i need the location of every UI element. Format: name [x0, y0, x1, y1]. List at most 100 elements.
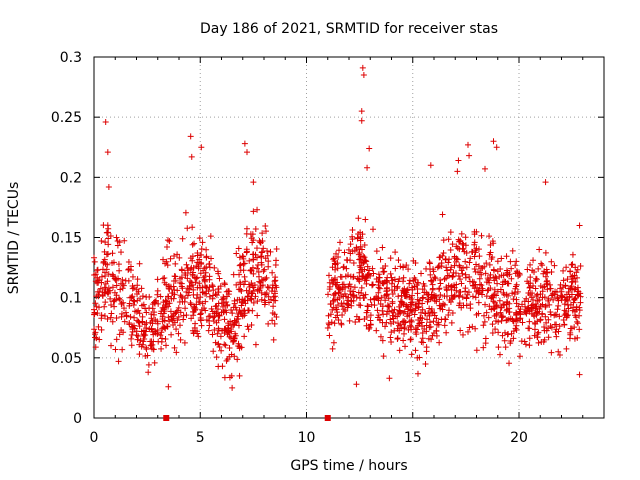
data-point: [358, 284, 365, 291]
data-point: [388, 338, 395, 345]
data-point: [574, 274, 581, 281]
data-point: [561, 321, 568, 328]
data-point: [170, 283, 177, 290]
data-point: [263, 274, 270, 281]
data-point: [476, 253, 483, 260]
data-point: [576, 222, 583, 229]
data-point: [329, 280, 336, 287]
data-point: [433, 332, 440, 339]
data-point: [443, 264, 450, 271]
data-point: [512, 262, 519, 269]
data-point: [380, 280, 387, 287]
data-point: [136, 260, 143, 267]
data-point: [396, 275, 403, 282]
data-point: [448, 283, 455, 290]
data-point: [111, 303, 118, 310]
data-point: [209, 308, 216, 315]
data-point: [383, 319, 390, 326]
data-point: [483, 309, 490, 316]
data-point: [364, 263, 371, 270]
y-axis-label: SRMTID / TECUs: [6, 182, 22, 295]
data-point: [119, 276, 126, 283]
data-point: [91, 254, 98, 261]
data-point: [501, 302, 508, 309]
data-point: [502, 278, 509, 285]
data-point: [209, 331, 216, 338]
data-point: [105, 285, 112, 292]
data-point: [189, 271, 196, 278]
data-point: [248, 322, 255, 329]
data-point: [574, 320, 581, 327]
data-point: [108, 310, 115, 317]
data-point: [425, 295, 432, 302]
data-point: [353, 244, 360, 251]
data-point: [101, 284, 108, 291]
data-point: [229, 384, 236, 391]
data-point: [182, 305, 189, 312]
data-point: [254, 298, 261, 305]
data-point: [495, 344, 502, 351]
data-point: [102, 118, 109, 125]
y-tick-label: 0.25: [51, 110, 82, 126]
data-point: [433, 328, 440, 335]
data-point: [269, 317, 276, 324]
data-point: [481, 318, 488, 325]
data-point: [178, 274, 185, 281]
data-point: [534, 308, 541, 315]
data-point: [369, 265, 376, 272]
data-point: [164, 237, 171, 244]
data-point: [548, 292, 555, 299]
data-point: [458, 230, 465, 237]
x-tick-label: 15: [404, 430, 422, 446]
data-point: [249, 264, 256, 271]
data-point: [553, 333, 560, 340]
data-point: [332, 266, 339, 273]
data-point: [260, 268, 267, 275]
data-point: [465, 141, 471, 148]
data-point: [562, 297, 569, 304]
data-point: [184, 292, 191, 299]
data-point: [203, 246, 210, 253]
data-point: [423, 328, 430, 335]
data-point: [517, 306, 524, 313]
data-point: [445, 282, 452, 289]
data-point: [552, 288, 559, 295]
data-point: [482, 270, 489, 277]
data-point: [264, 283, 271, 290]
data-point: [150, 331, 157, 338]
data-point: [105, 271, 112, 278]
data-point: [497, 304, 504, 311]
data-point: [151, 299, 158, 306]
data-point: [215, 289, 222, 296]
data-point: [250, 299, 257, 306]
data-point: [368, 301, 375, 308]
data-point: [212, 339, 219, 346]
data-point: [551, 262, 558, 269]
data-point: [113, 234, 120, 241]
data-point: [109, 284, 116, 291]
data-point: [261, 301, 268, 308]
data-point: [525, 304, 532, 311]
data-point: [199, 300, 206, 307]
data-point: [91, 258, 98, 265]
data-point: [423, 322, 430, 329]
data-point: [374, 295, 381, 302]
data-point: [179, 235, 186, 242]
data-point: [172, 273, 179, 280]
data-point: [170, 277, 177, 284]
data-point: [185, 267, 192, 274]
data-point: [189, 241, 196, 248]
data-point: [92, 344, 99, 351]
data-point: [494, 288, 501, 295]
data-point: [414, 279, 421, 286]
data-point: [180, 312, 187, 319]
data-point: [574, 318, 581, 325]
data-point: [134, 282, 141, 289]
data-point: [484, 287, 491, 294]
data-point: [166, 238, 173, 245]
data-point: [357, 243, 364, 250]
data-point: [493, 310, 500, 317]
data-point: [510, 328, 517, 335]
data-point: [206, 276, 213, 283]
